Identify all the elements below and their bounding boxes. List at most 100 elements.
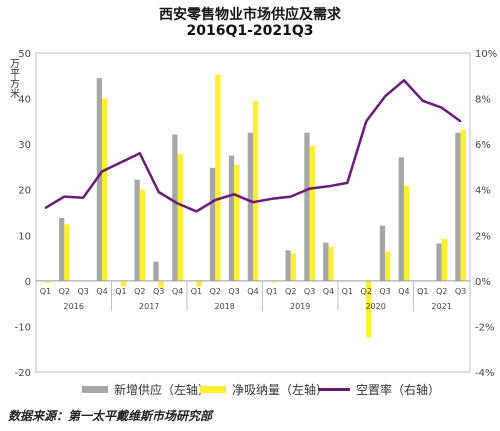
y2-tick-label: 4% bbox=[475, 186, 491, 197]
year-label: 2020 bbox=[365, 302, 385, 311]
bar-supply bbox=[153, 261, 159, 281]
bar-supply bbox=[59, 217, 65, 281]
bar-supply bbox=[323, 242, 329, 281]
bar-supply bbox=[379, 225, 386, 281]
plot-frame bbox=[35, 52, 471, 373]
point-vacancy bbox=[346, 182, 349, 184]
bar-absorption bbox=[385, 251, 391, 281]
y-tick-label: 10 bbox=[18, 231, 31, 242]
y-tick-label: 0 bbox=[25, 277, 31, 288]
x-tick-label: Q4 bbox=[96, 287, 107, 296]
x-tick-label: Q2 bbox=[436, 287, 447, 296]
bar-supply bbox=[134, 179, 140, 281]
y2-tick-label: 6% bbox=[475, 140, 491, 151]
y-tick-label: 40 bbox=[18, 95, 31, 106]
legend-label-vacancy: 空置率（右轴） bbox=[356, 383, 441, 397]
bar-absorption bbox=[290, 253, 297, 281]
y2-tick-label: 8% bbox=[475, 95, 491, 106]
x-tick-label: Q1 bbox=[342, 287, 353, 296]
x-tick-label: Q3 bbox=[228, 287, 239, 296]
bar-absorption bbox=[234, 165, 240, 281]
x-tick-label: Q1 bbox=[191, 287, 202, 296]
bar-absorption bbox=[309, 145, 315, 281]
point-vacancy bbox=[101, 170, 103, 173]
point-vacancy bbox=[327, 185, 330, 188]
point-vacancy bbox=[459, 120, 462, 123]
year-label: 2019 bbox=[290, 302, 310, 311]
source-note: 数据来源：第一太平戴维斯市场研究部 bbox=[8, 409, 213, 423]
year-label: 2021 bbox=[432, 302, 452, 311]
y2-tick-label: -2% bbox=[475, 322, 494, 333]
bar-supply bbox=[285, 250, 291, 281]
point-vacancy bbox=[384, 95, 386, 98]
bar-absorption bbox=[403, 186, 410, 281]
point-vacancy bbox=[271, 198, 273, 200]
bar-supply bbox=[228, 155, 235, 281]
bar-absorption bbox=[177, 154, 183, 281]
bar-absorption bbox=[441, 238, 447, 281]
point-vacancy bbox=[233, 193, 235, 196]
point-vacancy bbox=[63, 195, 66, 198]
point-vacancy bbox=[440, 106, 443, 109]
point-vacancy bbox=[422, 100, 424, 102]
bar-absorption bbox=[196, 280, 202, 287]
point-vacancy bbox=[403, 79, 405, 82]
year-label: 2016 bbox=[64, 302, 84, 311]
x-tick-label: Q3 bbox=[153, 287, 164, 296]
point-vacancy bbox=[176, 202, 179, 205]
bar-absorption bbox=[120, 280, 127, 287]
bar-absorption bbox=[253, 100, 259, 281]
bar-absorption bbox=[460, 129, 466, 281]
point-vacancy bbox=[252, 201, 254, 204]
point-vacancy bbox=[157, 191, 160, 193]
y-tick-label: 20 bbox=[18, 186, 31, 197]
bar-supply bbox=[436, 243, 442, 281]
point-vacancy bbox=[308, 187, 311, 190]
y2-tick-label: 2% bbox=[475, 231, 491, 242]
y2-tick-label: 10% bbox=[475, 49, 497, 60]
legend: 新增供应（左轴） 净吸纳量（左轴） 空置率（右轴） bbox=[0, 381, 500, 401]
y-tick-label: -20 bbox=[15, 368, 31, 379]
legend-item-absorption: 净吸纳量（左轴） bbox=[200, 381, 328, 398]
point-vacancy bbox=[44, 207, 47, 209]
bar-absorption bbox=[139, 189, 146, 281]
bar-supply bbox=[398, 157, 404, 281]
point-vacancy bbox=[195, 210, 198, 213]
x-tick-label: Q4 bbox=[323, 287, 334, 296]
y-tick-label: -10 bbox=[15, 322, 31, 333]
bar-supply bbox=[247, 132, 253, 281]
x-tick-label: Q2 bbox=[361, 287, 372, 296]
point-vacancy bbox=[138, 152, 141, 155]
x-tick-label: Q1 bbox=[266, 287, 277, 296]
chart-subtitle: 2016Q1-2021Q3 bbox=[186, 23, 314, 39]
x-tick-label: Q2 bbox=[59, 287, 70, 296]
legend-swatch-vacancy bbox=[318, 388, 350, 391]
y-axis-label: 万平方米 bbox=[8, 58, 20, 99]
bar-supply bbox=[304, 132, 310, 281]
bar-absorption bbox=[64, 224, 70, 281]
x-tick-label: Q4 bbox=[247, 287, 258, 296]
x-tick-label: Q1 bbox=[40, 287, 51, 296]
point-vacancy bbox=[365, 120, 368, 123]
bar-absorption bbox=[215, 74, 221, 281]
bar-supply bbox=[96, 78, 103, 281]
y-tick-label: 50 bbox=[18, 49, 31, 60]
legend-swatch-absorption bbox=[200, 386, 226, 393]
x-tick-label: Q2 bbox=[285, 287, 296, 296]
x-tick-label: Q1 bbox=[115, 287, 126, 296]
x-tick-label: Q3 bbox=[304, 287, 315, 296]
chart-area: -20 -10 0 10 20 30 40 50 -4% -2% 0% 2% 4% 6% 8% 10% 万平方米… bbox=[8, 49, 498, 379]
x-tick-label: Q4 bbox=[398, 287, 409, 296]
bar-absorption bbox=[158, 280, 164, 288]
legend-swatch-supply bbox=[82, 386, 108, 393]
legend-label-absorption: 净吸纳量（左轴） bbox=[232, 383, 329, 397]
y2-tick-label: -4% bbox=[475, 368, 494, 379]
point-vacancy bbox=[289, 195, 292, 198]
chart-title: 西安零售物业市场供应及需求 bbox=[159, 7, 341, 23]
bar-absorption bbox=[102, 98, 108, 281]
x-tick-label: Q2 bbox=[210, 287, 221, 296]
bar-supply bbox=[455, 132, 461, 281]
legend-label-supply: 新增供应（左轴） bbox=[114, 383, 211, 397]
point-vacancy bbox=[214, 199, 217, 201]
x-tick-label: Q1 bbox=[417, 287, 428, 296]
